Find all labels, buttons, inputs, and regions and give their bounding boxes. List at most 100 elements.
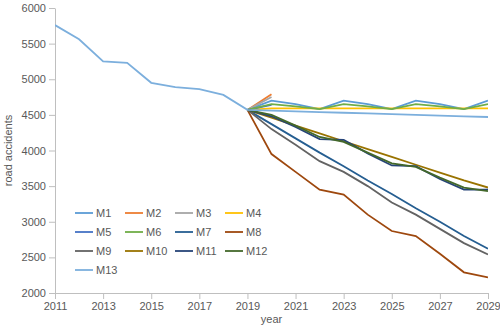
legend-item: M6	[125, 226, 161, 238]
legend-swatch	[125, 250, 143, 252]
tick-mark	[49, 186, 55, 187]
legend-label: M5	[96, 226, 111, 238]
tick-label: 2029	[476, 300, 500, 312]
series-line	[247, 108, 488, 109]
tick-label: 2011	[44, 300, 68, 312]
legend: M1 M2 M3 M4 M5 M6 M7 M8 M9 M10 M11 M12 M13	[75, 207, 267, 276]
legend-label: M11	[196, 245, 217, 257]
tick-mark	[103, 293, 104, 299]
legend-item: M10	[125, 245, 167, 257]
tick-label: 3000	[22, 216, 46, 228]
legend-label: M7	[196, 226, 211, 238]
legend-swatch	[75, 231, 93, 233]
legend-label: M10	[146, 245, 167, 257]
legend-item: M2	[125, 207, 161, 219]
tick-mark	[55, 293, 56, 299]
series-line	[247, 110, 488, 277]
legend-swatch	[175, 250, 193, 252]
series-line	[247, 110, 488, 249]
legend-swatch	[75, 250, 93, 252]
legend-item: M11	[175, 245, 217, 257]
legend-item: M8	[225, 226, 261, 238]
tick: 4500	[22, 109, 55, 121]
legend-label: M6	[146, 226, 161, 238]
tick-label: 5500	[22, 38, 46, 50]
x-axis: 2011 2013 2015 2017 2019 2021 2023 2025 2027 2029	[44, 293, 500, 312]
tick-mark	[151, 293, 152, 299]
series-line	[247, 110, 488, 190]
tick-label: 2019	[236, 300, 260, 312]
tick-label: 2013	[91, 300, 115, 312]
tick-label: 2500	[22, 251, 46, 263]
tick-mark	[49, 151, 55, 152]
legend-item: M4	[225, 207, 261, 219]
tick-label: 6000	[22, 2, 46, 14]
legend-swatch	[125, 231, 143, 233]
tick: 2015	[139, 293, 163, 312]
tick-label: 5000	[22, 73, 46, 85]
legend-label: M4	[246, 207, 261, 219]
legend-item: M3	[175, 207, 211, 219]
chart: 2011 2013 2015 2017 2019 2021 2023 2025 2027 2029…	[0, 0, 500, 327]
lines	[55, 25, 488, 277]
tick: 6000	[22, 2, 55, 14]
legend-item: M13	[75, 264, 117, 276]
tick-mark	[49, 293, 55, 294]
tick: 2017	[188, 293, 212, 312]
tick-label: 4500	[22, 109, 46, 121]
legend-label: M9	[96, 245, 111, 257]
legend-swatch	[75, 269, 93, 271]
series-line	[247, 110, 488, 191]
legend-swatch	[225, 250, 243, 252]
tick: 2500	[22, 251, 55, 263]
tick: 2019	[236, 293, 260, 312]
series-line	[247, 101, 488, 110]
tick-label: 2015	[139, 300, 163, 312]
legend-item: M9	[75, 245, 111, 257]
tick-label: 2025	[380, 300, 404, 312]
legend-label: M2	[146, 207, 161, 219]
tick: 5500	[22, 38, 55, 50]
tick: 2025	[380, 293, 404, 312]
tick-mark	[392, 293, 393, 299]
legend-item: M5	[75, 226, 111, 238]
legend-label: M12	[246, 245, 267, 257]
tick-mark	[49, 222, 55, 223]
legend-swatch	[125, 212, 143, 214]
legend-swatch	[225, 212, 243, 214]
tick-label: 2000	[22, 287, 46, 299]
x-axis-title: year	[261, 313, 283, 325]
axis-line	[56, 293, 489, 294]
tick-mark	[49, 115, 55, 116]
tick: 2023	[332, 293, 356, 312]
legend-swatch	[175, 231, 193, 233]
legend-swatch	[175, 212, 193, 214]
y-axis-title: road accidents	[2, 114, 14, 186]
tick-label: 2027	[428, 300, 452, 312]
legend-label: M13	[96, 264, 117, 276]
tick: 2021	[284, 293, 308, 312]
plot: 2011 2013 2015 2017 2019 2021 2023 2025 2027 2029…	[22, 2, 500, 312]
y-axis: 200025003000350040004500500055006000	[22, 2, 56, 299]
legend-swatch	[225, 231, 243, 233]
tick-mark	[49, 44, 55, 45]
tick: 2000	[22, 287, 55, 299]
tick-mark	[440, 293, 441, 299]
legend-item: M1	[75, 207, 111, 219]
tick-mark	[344, 293, 345, 299]
tick-mark	[488, 293, 489, 299]
tick: 2011	[44, 293, 68, 312]
series-line	[247, 110, 488, 255]
tick: 3000	[22, 216, 55, 228]
tick-mark	[49, 257, 55, 258]
tick: 4000	[22, 145, 55, 157]
tick-mark	[296, 293, 297, 299]
series-line	[247, 104, 488, 110]
tick-mark	[49, 8, 55, 9]
legend-swatch	[75, 212, 93, 214]
tick-mark	[199, 293, 200, 299]
legend-item: M12	[225, 245, 267, 257]
tick-label: 2017	[188, 300, 212, 312]
legend-label: M8	[246, 226, 261, 238]
tick: 2027	[428, 293, 452, 312]
